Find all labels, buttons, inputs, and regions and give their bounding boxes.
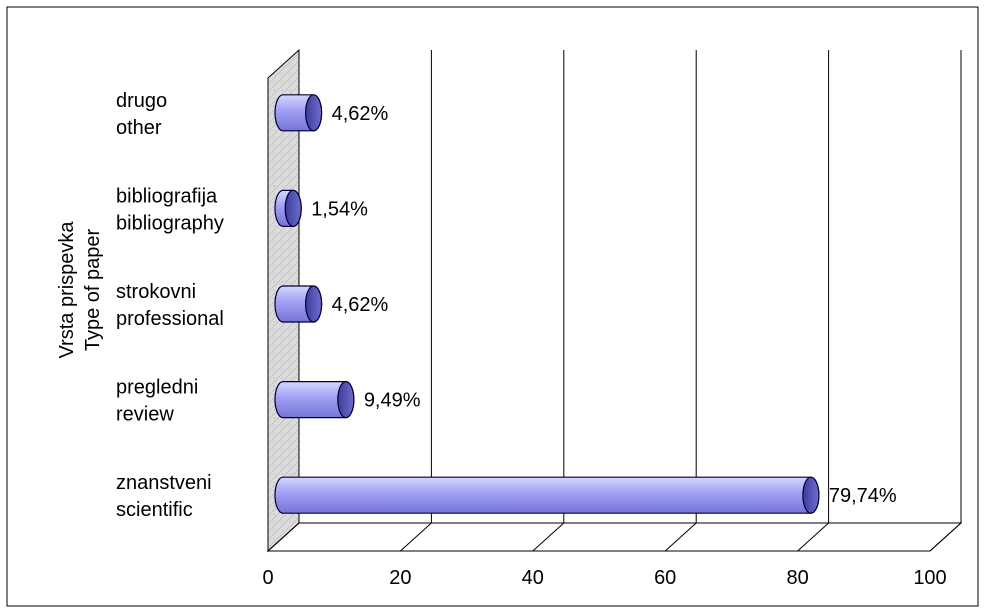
category-label: bibliografija [116, 185, 218, 207]
category-labels: znanstveni scientific pregledni review strok… [116, 90, 224, 521]
x-tick-label: 0 [262, 567, 273, 589]
bar-cap [802, 476, 820, 514]
bar [274, 189, 302, 227]
gridlines [267, 50, 962, 552]
data-label: 9,49% [364, 390, 421, 412]
bar-cap [304, 94, 323, 132]
bar [274, 476, 820, 514]
x-tick-label: 80 [786, 567, 808, 589]
category-label: strokovni [116, 281, 196, 303]
y-axis-title-line-1: Vrsta prispevka [56, 221, 78, 359]
floor-tick [797, 522, 829, 552]
floor-tick [929, 522, 962, 552]
category-label: bibliography [116, 212, 224, 234]
bar [274, 285, 323, 323]
bar-body [274, 476, 820, 514]
bar [274, 94, 323, 132]
category-label: review [116, 404, 174, 426]
y-axis-title: Vrsta prispevka Type of paper [56, 221, 104, 359]
bars [274, 94, 820, 514]
bar [274, 381, 355, 419]
floor-tick [664, 522, 697, 552]
x-axis: 0 20 40 60 80 100 [262, 567, 946, 589]
data-label: 4,62% [332, 103, 389, 125]
bar-cap [304, 285, 323, 323]
floor [266, 522, 963, 552]
data-label: 4,62% [332, 294, 389, 316]
x-tick-label: 20 [389, 567, 411, 589]
category-label: pregledni [116, 377, 198, 399]
bar-cap [284, 189, 302, 227]
category-label: professional [116, 308, 224, 330]
floor-tick [400, 522, 432, 552]
x-tick-label: 100 [913, 567, 946, 589]
data-labels: 79,74% 9,49% 4,62% 1,54% 4,62% [311, 103, 897, 507]
data-label: 79,74% [829, 485, 897, 507]
floor-tick [267, 522, 300, 552]
category-label: drugo [116, 90, 167, 112]
x-tick-label: 60 [654, 567, 676, 589]
category-label: scientific [116, 499, 193, 521]
x-tick-label: 40 [522, 567, 544, 589]
y-axis-title-line-2: Type of paper [82, 229, 104, 352]
bar-cap [337, 381, 355, 419]
data-label: 1,54% [311, 198, 368, 220]
floor-tick [532, 522, 565, 552]
category-label: znanstveni [116, 472, 212, 494]
category-label: other [116, 117, 162, 139]
